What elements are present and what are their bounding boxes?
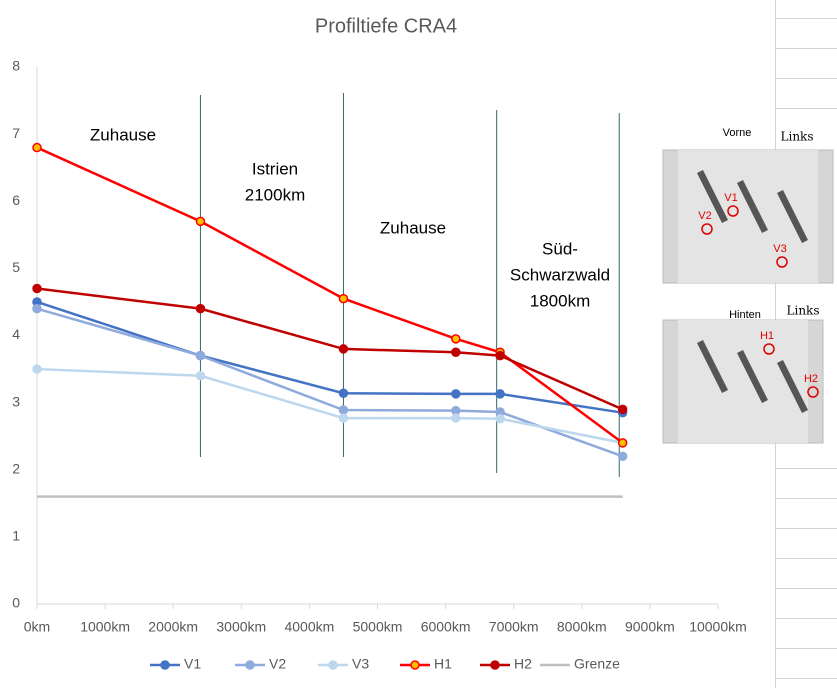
series-marker bbox=[451, 389, 461, 399]
x-tick-label: 10000km bbox=[689, 619, 747, 635]
legend-label: V1 bbox=[184, 656, 201, 672]
y-tick-label: 1 bbox=[12, 528, 20, 544]
series-line bbox=[36, 367, 623, 445]
series-marker bbox=[338, 344, 349, 354]
series-marker bbox=[617, 404, 628, 415]
photo-marker bbox=[701, 223, 713, 235]
legend-marker bbox=[328, 660, 338, 670]
y-tick-label: 8 bbox=[12, 58, 20, 74]
series-marker bbox=[617, 438, 628, 448]
series-line bbox=[36, 300, 623, 414]
x-tick-label: 0km bbox=[24, 619, 50, 635]
series-marker bbox=[495, 389, 505, 399]
series-marker bbox=[495, 413, 505, 424]
series-marker bbox=[451, 334, 461, 344]
x-tick-label: 2000km bbox=[148, 619, 198, 635]
legend-marker bbox=[410, 660, 420, 670]
legend-label: H1 bbox=[434, 656, 452, 672]
y-tick-label: 2 bbox=[12, 460, 20, 476]
photo-side: Links bbox=[781, 130, 814, 144]
annotation: Süd- bbox=[542, 239, 578, 258]
series-marker bbox=[617, 451, 628, 462]
series-marker bbox=[338, 293, 349, 304]
x-tick-label: 5000km bbox=[353, 619, 403, 635]
legend-marker bbox=[160, 660, 170, 670]
series-marker bbox=[338, 388, 349, 398]
series-marker bbox=[32, 283, 42, 294]
tread-groove bbox=[777, 360, 808, 413]
series-marker bbox=[195, 350, 206, 361]
series-marker bbox=[195, 216, 206, 227]
series-line bbox=[36, 146, 624, 444]
series-marker bbox=[32, 142, 42, 153]
y-tick-label: 7 bbox=[12, 125, 20, 141]
photo-marker bbox=[776, 256, 788, 268]
legend-label: V2 bbox=[269, 656, 286, 672]
photo-marker-label: H2 bbox=[804, 373, 818, 385]
y-tick-label: 4 bbox=[12, 326, 20, 342]
annotation: 2100km bbox=[245, 185, 305, 204]
photo-marker-label: V1 bbox=[724, 192, 737, 204]
tread-groove bbox=[737, 180, 768, 233]
photo-marker-label: H1 bbox=[760, 330, 774, 342]
y-tick-label: 6 bbox=[12, 192, 20, 208]
series-marker bbox=[195, 303, 206, 314]
legend-label: Grenze bbox=[574, 656, 620, 672]
photo-side: Links bbox=[787, 304, 820, 318]
legend-label: V3 bbox=[352, 656, 369, 672]
series-marker bbox=[495, 350, 505, 361]
y-tick-label: 3 bbox=[12, 393, 20, 409]
legend-marker bbox=[245, 660, 255, 670]
series-marker bbox=[195, 371, 206, 381]
series-marker bbox=[32, 303, 42, 314]
annotation: Schwarzwald bbox=[510, 265, 610, 284]
photo-marker bbox=[727, 205, 739, 217]
y-tick-label: 5 bbox=[12, 259, 20, 275]
annotation: Zuhause bbox=[380, 218, 446, 237]
x-tick-label: 9000km bbox=[625, 619, 675, 635]
x-tick-label: 6000km bbox=[421, 619, 471, 635]
y-tick-label: 0 bbox=[12, 595, 20, 611]
series-marker bbox=[451, 413, 461, 423]
legend-marker bbox=[490, 660, 500, 670]
photo-marker bbox=[807, 386, 819, 398]
photo-marker bbox=[763, 343, 775, 355]
photo-marker-label: V2 bbox=[698, 210, 711, 222]
series-line bbox=[36, 307, 624, 458]
x-tick-label: 3000km bbox=[216, 619, 266, 635]
tread-groove bbox=[737, 350, 768, 403]
x-tick-label: 7000km bbox=[489, 619, 539, 635]
legend-label: H2 bbox=[514, 656, 532, 672]
photo-title: Vorne bbox=[723, 127, 752, 139]
annotation: 1800km bbox=[530, 291, 590, 310]
photo-title: Hinten bbox=[729, 309, 761, 321]
tread-groove bbox=[697, 170, 728, 223]
series-line bbox=[36, 287, 624, 411]
annotation: Zuhause bbox=[90, 125, 156, 144]
series-marker bbox=[32, 364, 42, 374]
series-marker bbox=[451, 347, 461, 358]
photo-marker-label: V3 bbox=[773, 243, 786, 255]
annotation: Istrien bbox=[252, 159, 298, 178]
x-tick-label: 1000km bbox=[80, 619, 130, 635]
series-marker bbox=[338, 413, 349, 423]
chart-title: Profiltiefe CRA4 bbox=[315, 15, 457, 37]
x-tick-label: 4000km bbox=[284, 619, 334, 635]
tread-groove bbox=[697, 340, 728, 393]
tread-groove bbox=[777, 190, 808, 243]
x-tick-label: 8000km bbox=[557, 619, 607, 635]
series-marker bbox=[338, 405, 349, 415]
